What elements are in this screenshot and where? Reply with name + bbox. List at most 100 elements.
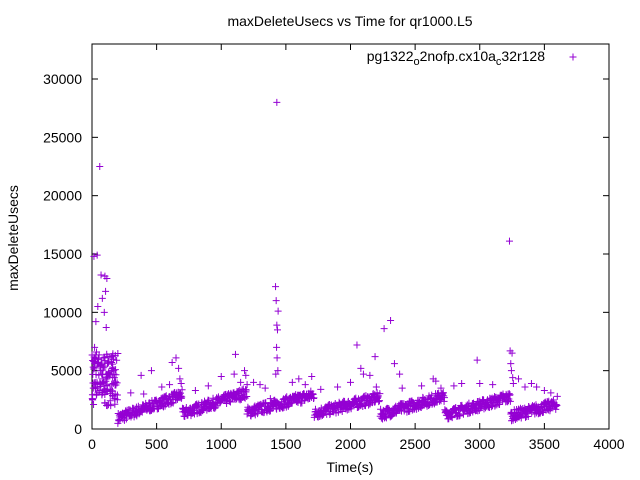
data-point xyxy=(371,353,379,361)
data-point xyxy=(334,383,342,391)
data-point xyxy=(463,401,471,409)
data-point xyxy=(506,397,514,405)
data-point xyxy=(172,354,180,362)
data-point xyxy=(390,360,398,368)
data-point xyxy=(540,387,548,394)
data-point xyxy=(109,363,117,371)
data-point xyxy=(97,271,105,279)
data-point xyxy=(387,317,395,324)
x-tick-label: 1000 xyxy=(206,436,237,452)
data-point xyxy=(456,411,464,419)
data-point xyxy=(310,394,318,402)
y-tick-label: 15000 xyxy=(43,246,82,262)
data-point xyxy=(266,395,274,403)
data-point xyxy=(509,374,517,382)
data-point xyxy=(254,410,262,418)
data-point xyxy=(102,324,110,331)
data-point xyxy=(272,370,280,378)
data-point xyxy=(273,321,281,329)
data-point xyxy=(241,394,249,402)
data-point xyxy=(92,318,100,326)
data-point xyxy=(96,367,104,375)
data-point xyxy=(105,368,113,376)
data-point xyxy=(230,370,238,378)
data-point xyxy=(191,387,199,394)
data-point xyxy=(250,378,258,386)
data-point xyxy=(508,349,516,357)
data-point xyxy=(98,294,106,302)
data-point xyxy=(89,370,97,378)
data-point xyxy=(376,390,384,398)
y-tick-label: 0 xyxy=(74,421,82,437)
data-point xyxy=(93,251,101,259)
legend-label: pg1322o2nofp.cx10ac32r128 xyxy=(367,48,545,68)
data-point xyxy=(109,352,117,360)
data-point xyxy=(114,350,122,357)
data-point xyxy=(100,378,108,386)
legend-marker xyxy=(569,53,577,61)
data-point xyxy=(473,356,481,364)
data-point xyxy=(110,370,118,378)
data-point xyxy=(515,375,523,383)
data-point xyxy=(137,371,145,379)
y-tick-label: 5000 xyxy=(51,363,82,379)
y-tick-label: 25000 xyxy=(43,129,82,145)
data-point xyxy=(553,401,561,409)
data-point xyxy=(273,98,281,106)
data-point xyxy=(499,390,507,398)
data-point xyxy=(425,402,433,410)
y-tick-label: 20000 xyxy=(43,188,82,204)
data-point xyxy=(217,373,225,380)
data-point xyxy=(509,380,517,387)
data-point xyxy=(98,370,106,378)
data-point xyxy=(226,398,234,406)
x-tick-label: 3500 xyxy=(529,436,560,452)
data-point xyxy=(428,391,436,399)
data-point xyxy=(107,402,115,410)
data-point xyxy=(359,370,367,378)
y-tick-label: 10000 xyxy=(43,304,82,320)
data-point xyxy=(89,396,97,404)
data-point xyxy=(507,367,515,375)
data-point xyxy=(256,381,264,389)
data-point xyxy=(231,350,239,358)
data-point xyxy=(396,370,404,378)
data-point xyxy=(517,414,525,422)
data-point xyxy=(106,385,114,393)
data-point xyxy=(489,381,497,389)
x-tick-label: 2500 xyxy=(400,436,431,452)
data-point xyxy=(308,373,316,380)
data-point xyxy=(476,380,484,387)
data-point xyxy=(91,364,99,372)
data-point xyxy=(301,381,309,389)
data-point xyxy=(93,380,101,387)
data-point xyxy=(90,353,98,361)
data-point xyxy=(432,377,440,385)
data-point xyxy=(92,391,100,399)
data-point xyxy=(103,275,111,282)
x-tick-label: 1500 xyxy=(270,436,301,452)
data-point xyxy=(127,389,135,397)
data-point xyxy=(279,404,287,412)
data-point xyxy=(317,385,325,393)
data-point xyxy=(547,389,555,397)
data-point xyxy=(243,381,251,389)
data-point xyxy=(448,414,456,422)
data-point xyxy=(93,348,101,356)
data-point xyxy=(102,287,110,295)
data-point xyxy=(140,390,148,398)
data-point xyxy=(243,392,251,400)
legend: pg1322o2nofp.cx10ac32r128 xyxy=(367,48,577,68)
data-point xyxy=(96,163,104,170)
data-point xyxy=(295,375,303,383)
data-point xyxy=(380,325,388,333)
data-point xyxy=(178,386,186,394)
x-tick-label: 3000 xyxy=(464,436,495,452)
data-point xyxy=(288,378,296,386)
data-point xyxy=(440,394,448,402)
data-point xyxy=(168,398,176,406)
data-point xyxy=(99,375,107,383)
data-point xyxy=(347,378,354,386)
data-point xyxy=(113,396,121,404)
